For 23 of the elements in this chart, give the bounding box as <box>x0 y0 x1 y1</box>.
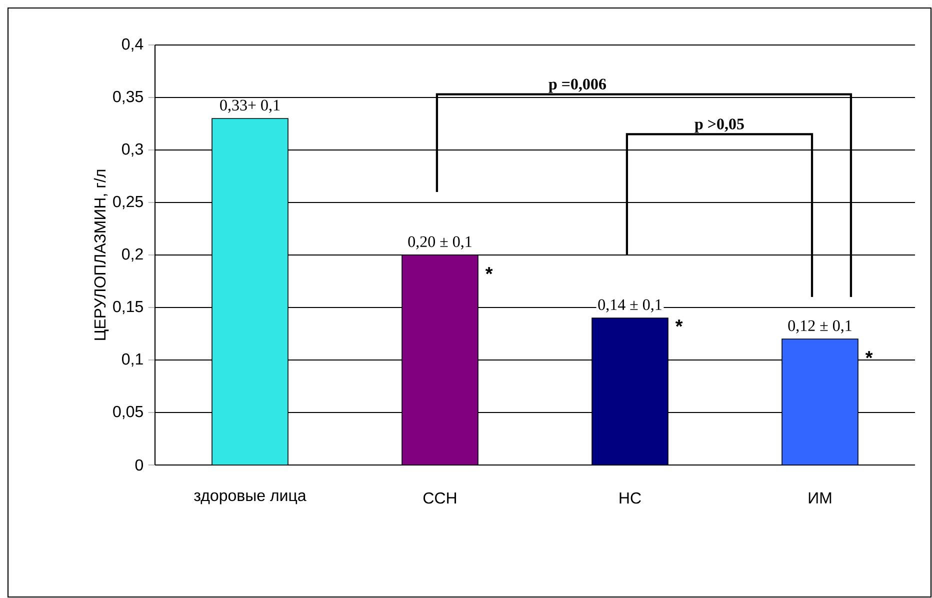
y-tick-label: 0,4 <box>122 38 144 52</box>
x-tick-label: ИМ <box>808 492 832 504</box>
y-tick-label: 0 <box>135 459 144 471</box>
annotation: p >0,05 <box>694 118 744 133</box>
x-tick-label: ССН <box>423 492 456 504</box>
y-axis-title: ЦЕРУЛОПЛАЗМИН, г/л <box>94 170 109 340</box>
annotation: * <box>485 267 493 274</box>
data-label: 0,14 ± 0,1 <box>598 299 662 312</box>
y-tick-label: 0,35 <box>113 90 143 104</box>
data-label: 0,20 ± 0,1 <box>408 236 472 250</box>
annotation: * <box>675 320 683 327</box>
y-tick-label: 0,2 <box>122 248 143 262</box>
annotation: p =0,006 <box>548 78 606 93</box>
x-tick-label: НС <box>620 492 641 504</box>
y-tick-label: 0,3 <box>122 143 143 157</box>
y-tick-label: 0,25 <box>113 196 143 210</box>
y-tick-label: 0,15 <box>113 300 143 314</box>
x-tick-label: здоровые лица <box>194 492 306 504</box>
data-label: 0,12 ± 0,1 <box>788 320 852 334</box>
annotation: * <box>865 351 873 358</box>
y-tick-label: 0,05 <box>113 406 143 420</box>
y-tick-label: 0,1 <box>122 353 143 367</box>
data-label: 0,33+ 0,1 <box>220 100 280 113</box>
